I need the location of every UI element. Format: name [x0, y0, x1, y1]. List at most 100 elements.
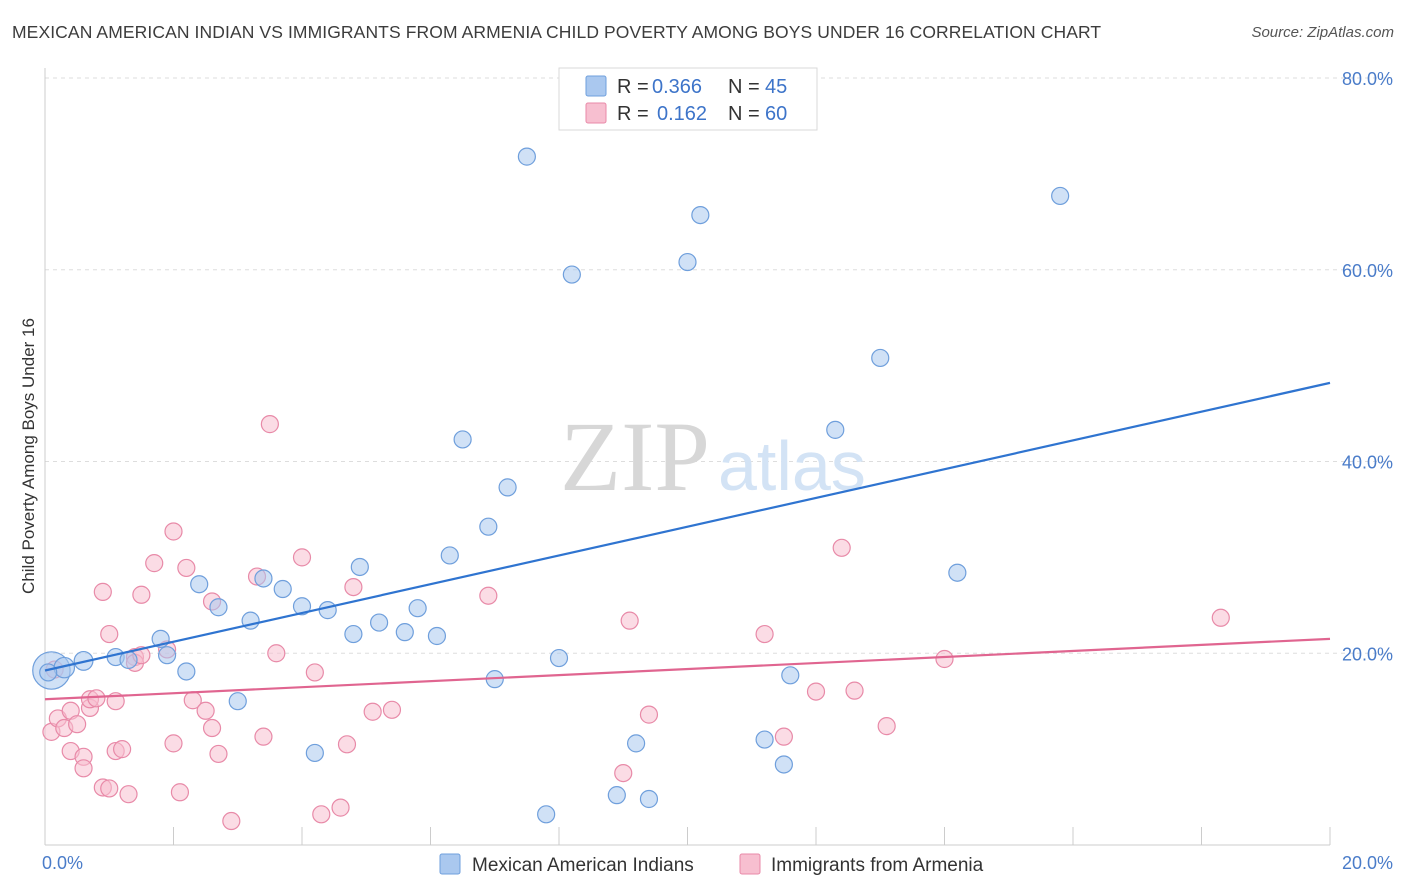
mexican-american-indian-point: [39, 663, 58, 682]
mexican-american-indian-point: [871, 348, 890, 368]
mexican-american-indian-point: [755, 730, 774, 749]
mexican-american-indian-point: [826, 420, 845, 439]
armenia-point: [196, 701, 215, 720]
trend-line-mexican-american-indians: [44, 381, 1331, 672]
x-tick-label-max: 20.0%: [1342, 853, 1393, 873]
armenia-point: [774, 727, 793, 746]
armenia-point: [132, 585, 151, 604]
trend-line-immigrants-from-armenia: [44, 637, 1331, 701]
chart-title: MEXICAN AMERICAN INDIAN VS IMMIGRANTS FR…: [12, 22, 1102, 42]
mexican-american-indian-point: [678, 252, 697, 272]
source-label: Source: ZipAtlas.com: [1251, 24, 1394, 41]
armenia-point: [209, 744, 228, 764]
mexican-american-indian-point: [427, 626, 447, 646]
bottom-legend-swatch-pink: [739, 853, 761, 875]
armenia-point: [305, 663, 324, 682]
bottom-legend-label-blue: Mexican American Indians: [472, 855, 694, 876]
armenia-point: [479, 586, 498, 605]
armenia-point: [935, 649, 954, 669]
axes: [44, 68, 1331, 846]
armenia-point: [363, 702, 382, 721]
trend-lines: [44, 381, 1331, 701]
armenia-point: [145, 554, 164, 573]
mexican-american-indian-point: [228, 692, 247, 711]
armenia-point: [100, 624, 119, 644]
armenia-point: [382, 700, 402, 719]
armenia-point: [292, 548, 312, 567]
legend-n-label-blue: N =: [728, 76, 760, 98]
mexican-american-indian-point: [408, 599, 427, 618]
armenia-point: [74, 759, 93, 778]
watermark-zip: ZIP: [560, 401, 710, 512]
mexican-american-indian-point: [370, 613, 389, 632]
mexican-american-indian-point: [190, 575, 209, 594]
mexican-american-indian-point: [517, 147, 536, 166]
armenia-point: [164, 734, 183, 753]
mexican-american-indian-point: [639, 789, 659, 809]
mexican-american-indian-point: [209, 598, 228, 617]
armenia-point: [170, 783, 190, 802]
mexican-american-indian-point: [157, 646, 177, 665]
legend-bottom: Mexican American Indians Immigrants from…: [439, 853, 984, 876]
mexican-american-indian-point: [498, 478, 517, 497]
mexican-american-indian-point: [344, 624, 363, 644]
mexican-american-indian-point: [1051, 186, 1070, 206]
legend-swatch-pink: [585, 102, 607, 124]
armenia-point: [222, 811, 241, 831]
armenia-point: [312, 805, 331, 824]
bottom-legend-swatch-blue: [439, 853, 461, 875]
mexican-american-indian-point: [254, 569, 273, 588]
legend-r-label-pink: R =: [617, 103, 649, 125]
legend-r-value-pink: 0.162: [657, 103, 707, 125]
mexican-american-indian-point: [691, 206, 710, 225]
legend-r-value-blue: 0.366: [652, 76, 702, 98]
mexican-american-indian-point: [626, 734, 646, 753]
y-tick-label: 60.0%: [1342, 261, 1393, 281]
y-axis-title: Child Poverty Among Boys Under 16: [19, 318, 38, 594]
mexican-american-indian-point: [948, 563, 967, 582]
armenia-point: [331, 798, 350, 817]
armenia-point: [1211, 608, 1230, 627]
armenia-point: [100, 779, 119, 798]
mexican-american-indian-point: [350, 557, 369, 577]
bottom-legend-label-pink: Immigrants from Armenia: [771, 855, 984, 876]
mexican-american-indian-point: [453, 430, 472, 449]
armenia-point: [164, 522, 183, 541]
armenia-point: [93, 582, 112, 601]
armenia-point: [267, 644, 286, 663]
legend-n-value-blue: 45: [765, 76, 787, 98]
armenia-point: [832, 538, 851, 557]
mexican-american-indian-point: [562, 265, 581, 284]
legend-swatch-blue: [585, 75, 607, 97]
y-tick-labels: 20.0% 40.0% 60.0% 80.0%: [1342, 69, 1393, 664]
x-tick-labels: 0.0% 20.0%: [42, 853, 1393, 873]
mexican-american-indian-point: [305, 743, 324, 763]
mexican-american-indian-point: [549, 648, 569, 668]
armenia-point: [254, 727, 273, 746]
armenia-point: [119, 785, 138, 804]
armenia-point: [755, 624, 774, 644]
armenia-point: [87, 689, 106, 708]
mexican-american-indian-point: [292, 597, 312, 616]
armenia-point: [260, 415, 279, 434]
legend-top: R = 0.366 N = 45 R = 0.162 N = 60: [558, 67, 818, 131]
armenia-point: [68, 715, 87, 734]
armenia-point: [344, 577, 363, 597]
armenia-point: [202, 718, 222, 738]
mexican-american-indian-point: [440, 546, 459, 565]
armenia-point: [177, 558, 196, 578]
armenia-point: [639, 705, 659, 724]
mexican-american-indian-point: [318, 601, 337, 620]
series-mexican-american-indians: [32, 147, 1070, 824]
y-tick-label: 80.0%: [1342, 69, 1393, 89]
y-tick-label: 20.0%: [1342, 644, 1393, 664]
legend-n-label-pink: N =: [728, 103, 760, 125]
armenia-point: [845, 681, 864, 700]
legend-r-label-blue: R =: [617, 76, 649, 98]
mexican-american-indian-point: [537, 805, 556, 824]
armenia-point: [337, 735, 357, 754]
mexican-american-indian-point: [395, 623, 414, 642]
y-tick-label: 40.0%: [1342, 453, 1393, 473]
x-tick-label-min: 0.0%: [42, 853, 83, 873]
